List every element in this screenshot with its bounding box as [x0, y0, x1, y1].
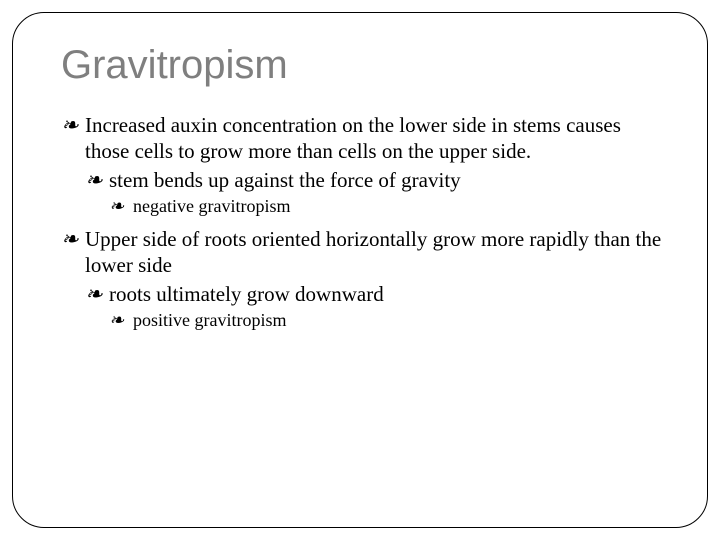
- list-item: ❧negative gravitropism: [61, 195, 667, 218]
- list-item-text: positive gravitropism: [133, 310, 286, 330]
- bullet-icon: ❧: [109, 309, 133, 332]
- bullet-icon: ❧: [85, 281, 109, 307]
- list-item: ❧positive gravitropism: [61, 309, 667, 332]
- list-item: ❧Upper side of roots oriented horizontal…: [61, 226, 667, 279]
- list-item: ❧roots ultimately grow downward: [61, 281, 667, 307]
- bullet-icon: ❧: [61, 112, 85, 138]
- bullet-icon: ❧: [85, 167, 109, 193]
- list-item-text: Upper side of roots oriented horizontall…: [85, 227, 661, 277]
- bullet-icon: ❧: [61, 226, 85, 252]
- list-item-text: stem bends up against the force of gravi…: [109, 168, 461, 192]
- bullet-icon: ❧: [109, 195, 133, 218]
- bullet-group-1: ❧Increased auxin concentration on the lo…: [61, 112, 667, 218]
- list-item-text: negative gravitropism: [133, 196, 290, 216]
- list-item-text: roots ultimately grow downward: [109, 282, 384, 306]
- list-item: ❧Increased auxin concentration on the lo…: [61, 112, 667, 165]
- slide-frame: Gravitropism ❧Increased auxin concentrat…: [12, 12, 708, 528]
- bullet-group-2: ❧Upper side of roots oriented horizontal…: [61, 226, 667, 332]
- slide-title: Gravitropism: [61, 43, 667, 88]
- list-item: ❧stem bends up against the force of grav…: [61, 167, 667, 193]
- list-item-text: Increased auxin concentration on the low…: [85, 113, 621, 163]
